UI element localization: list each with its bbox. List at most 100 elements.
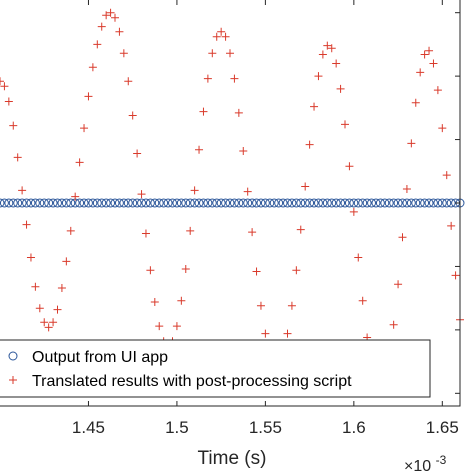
translated-point	[84, 92, 93, 101]
translated-point	[44, 323, 53, 332]
translated-point	[49, 318, 58, 327]
output-point	[0, 198, 5, 208]
output-point	[137, 198, 147, 208]
translated-point	[433, 86, 442, 95]
translated-point	[234, 108, 243, 117]
translated-point	[429, 59, 438, 68]
translated-point	[26, 253, 35, 262]
translated-point	[0, 82, 9, 91]
output-point	[252, 198, 262, 208]
x-tick-label: 1.55	[249, 418, 282, 437]
translated-point	[226, 49, 234, 58]
translated-point	[323, 41, 332, 50]
translated-point	[239, 146, 248, 155]
x-axis-label: Time (s)	[198, 448, 267, 469]
translated-point	[22, 220, 31, 229]
output-point	[265, 198, 275, 208]
translated-point	[155, 322, 164, 331]
output-point	[17, 198, 27, 208]
translated-point	[177, 296, 186, 305]
translated-point	[349, 207, 358, 216]
output-point	[437, 198, 447, 208]
translated-point	[66, 226, 75, 235]
plot-marks	[0, 8, 465, 390]
output-point	[150, 198, 160, 208]
output-point	[375, 198, 385, 208]
output-point	[0, 198, 9, 208]
output-point	[168, 198, 177, 208]
output-point	[389, 198, 399, 208]
translated-point	[203, 74, 212, 83]
output-point	[212, 198, 222, 208]
translated-point	[341, 120, 349, 129]
output-point	[48, 198, 58, 208]
translated-point	[345, 162, 354, 171]
output-point	[4, 198, 14, 208]
output-point	[61, 198, 71, 208]
translated-point	[4, 97, 13, 106]
output-point	[287, 198, 297, 208]
output-point	[269, 198, 279, 208]
translated-point	[420, 50, 429, 59]
output-point	[340, 198, 350, 208]
translated-point	[146, 266, 155, 275]
output-point	[8, 198, 18, 208]
translated-point	[119, 49, 128, 58]
x-axis-exponent-base: ×10	[404, 458, 431, 474]
output-point	[44, 198, 54, 208]
translated-point	[71, 192, 80, 201]
output-point	[291, 198, 301, 208]
output-point	[119, 198, 129, 208]
translated-point	[53, 305, 62, 314]
output-point	[207, 198, 217, 208]
translated-point	[332, 59, 341, 68]
axes-frame	[0, 0, 461, 407]
translated-point	[97, 22, 106, 31]
output-point	[384, 198, 394, 208]
output-point	[367, 198, 377, 208]
output-point	[190, 198, 200, 208]
output-point	[203, 198, 213, 208]
translated-point	[425, 46, 434, 55]
translated-point	[327, 44, 336, 53]
output-point	[433, 198, 443, 208]
output-point	[35, 198, 45, 208]
output-point	[128, 198, 138, 208]
translated-point	[137, 190, 146, 199]
output-point	[406, 198, 416, 208]
translated-point	[13, 153, 22, 162]
output-point	[243, 198, 253, 208]
axis-ticks: 1.45 1.5 1.55 1.6 1.65	[72, 0, 460, 437]
translated-point	[261, 329, 270, 338]
output-point	[260, 198, 270, 208]
translated-point	[230, 74, 239, 83]
translated-point	[75, 158, 84, 167]
translated-point	[248, 228, 257, 237]
translated-point	[354, 253, 363, 262]
output-point	[398, 198, 407, 208]
translated-point	[292, 266, 301, 275]
output-point	[278, 198, 288, 208]
translated-point	[256, 301, 265, 310]
output-point	[114, 198, 124, 208]
output-point	[296, 198, 306, 208]
legend-box	[0, 339, 431, 398]
output-point	[194, 198, 204, 208]
output-point	[163, 198, 173, 208]
translated-point	[172, 322, 181, 331]
translated-point	[451, 271, 460, 280]
translated-point	[0, 77, 4, 86]
translated-point	[217, 27, 226, 36]
output-point	[106, 198, 116, 208]
translated-point	[141, 229, 150, 238]
translated-point	[221, 32, 230, 41]
output-point	[234, 198, 244, 208]
translated-point	[407, 139, 416, 148]
output-point	[442, 198, 452, 208]
translated-point	[314, 72, 323, 81]
x-tick-label: 1.65	[426, 418, 459, 437]
output-point	[344, 198, 354, 208]
output-point	[79, 198, 89, 208]
output-point	[97, 198, 107, 208]
output-point	[92, 198, 102, 208]
